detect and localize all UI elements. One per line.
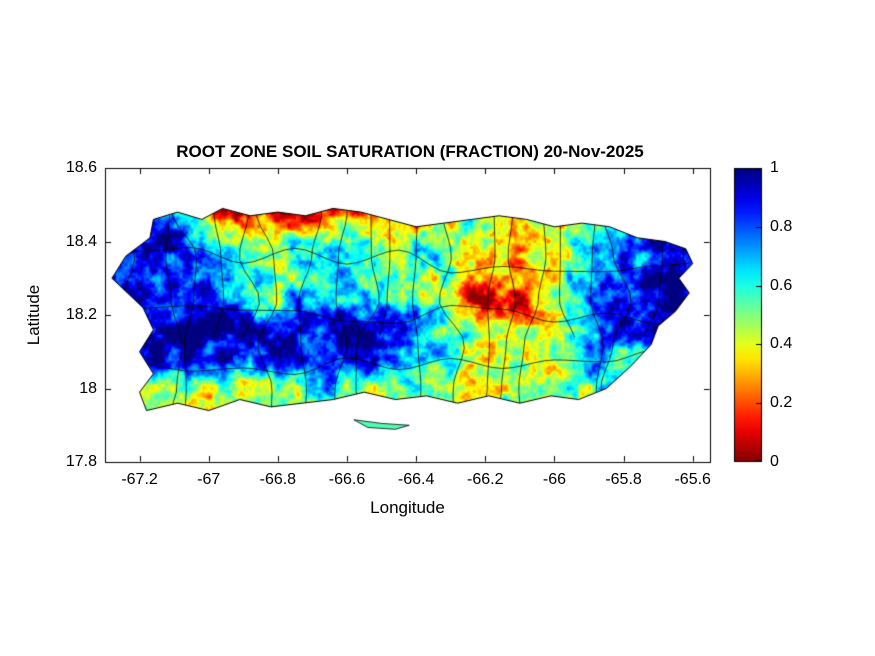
colorbar-tick-label: 0.4 — [770, 335, 793, 353]
x-tick-label: -66 — [542, 471, 566, 488]
x-axis-label: Longitude — [370, 498, 445, 517]
chart-title: ROOT ZONE SOIL SATURATION (FRACTION) 20-… — [176, 142, 644, 161]
x-tick-label: -66.4 — [397, 471, 435, 488]
y-tick-label: 18.6 — [65, 159, 97, 176]
colorbar-tick-label: 0.2 — [770, 394, 793, 412]
y-tick-label: 18 — [79, 379, 97, 397]
colorbar-tick-label: 0.6 — [770, 276, 793, 294]
colorbar-tick-label: 0.8 — [770, 217, 793, 235]
x-tick-label: -66.6 — [328, 471, 366, 488]
y-tick-label: 18.4 — [65, 232, 97, 250]
y-tick-label: 17.8 — [65, 453, 97, 470]
colorbar-tick-label: 0 — [770, 453, 779, 470]
x-tick-label: -65.8 — [605, 471, 642, 488]
colorbar-tick-label: 1 — [770, 159, 779, 176]
y-axis-label: Latitude — [24, 284, 43, 346]
x-tick-label: -67 — [197, 471, 221, 488]
x-tick-label: -67.2 — [121, 471, 158, 488]
x-tick-label: -66.8 — [259, 471, 297, 488]
x-tick-label: -65.6 — [674, 471, 711, 488]
x-tick-label: -66.2 — [467, 471, 504, 488]
y-tick-label: 18.2 — [65, 306, 97, 323]
